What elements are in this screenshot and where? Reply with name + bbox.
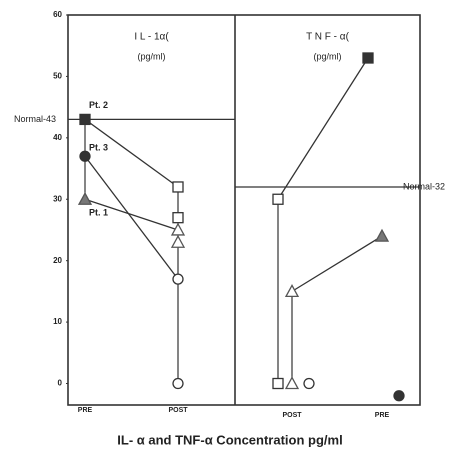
series-line [277,57,369,200]
marker-square [362,52,374,64]
y-tick-label: 0 [58,379,63,388]
marker-triangle [170,222,186,236]
marker-circle [393,390,405,402]
caption: IL- α and TNF-α Concentration pg/ml [117,432,342,447]
marker-circle [303,377,315,390]
x-tick-label: PRE [375,412,390,419]
marker-triangle [284,284,300,298]
panel-subtitle: (pg/ml) [137,51,165,61]
marker-square [172,181,184,193]
panel-title: T N F - α( [306,32,349,43]
marker-triangle [170,234,186,248]
series-line [291,235,383,292]
panel-title: I L - 1α( [134,32,169,43]
series-line [84,118,179,188]
panel-subtitle: (pg/ml) [313,51,341,61]
marker-circle [172,273,184,285]
y-tick-label: 40 [53,133,62,142]
marker-triangle [77,191,93,205]
y-tick-label: 30 [53,194,62,203]
marker-circle [172,377,184,390]
series-line [84,155,179,280]
plot-frame [67,14,421,406]
marker-triangle [374,228,390,242]
x-tick-label: POST [282,412,302,419]
marker-square [172,212,184,224]
normal-label: Normal-32 [403,181,445,191]
marker-square [79,113,91,126]
y-tick-label: 10 [53,317,62,326]
series-label: Pt. 2 [89,100,108,110]
series-label: Pt. 1 [89,208,108,218]
series-line [84,198,179,231]
marker-square [272,193,284,205]
x-tick-label: PRE [78,407,93,414]
y-tick-label: 20 [53,256,62,265]
y-tick-label: 50 [53,72,62,81]
marker-circle [79,150,91,162]
y-tick-label: 60 [53,10,62,19]
normal-label: Normal-43 [14,114,56,124]
x-tick-label: POST [168,407,188,414]
marker-square [272,377,284,390]
series-label: Pt. 3 [89,143,108,153]
marker-triangle [284,376,300,390]
